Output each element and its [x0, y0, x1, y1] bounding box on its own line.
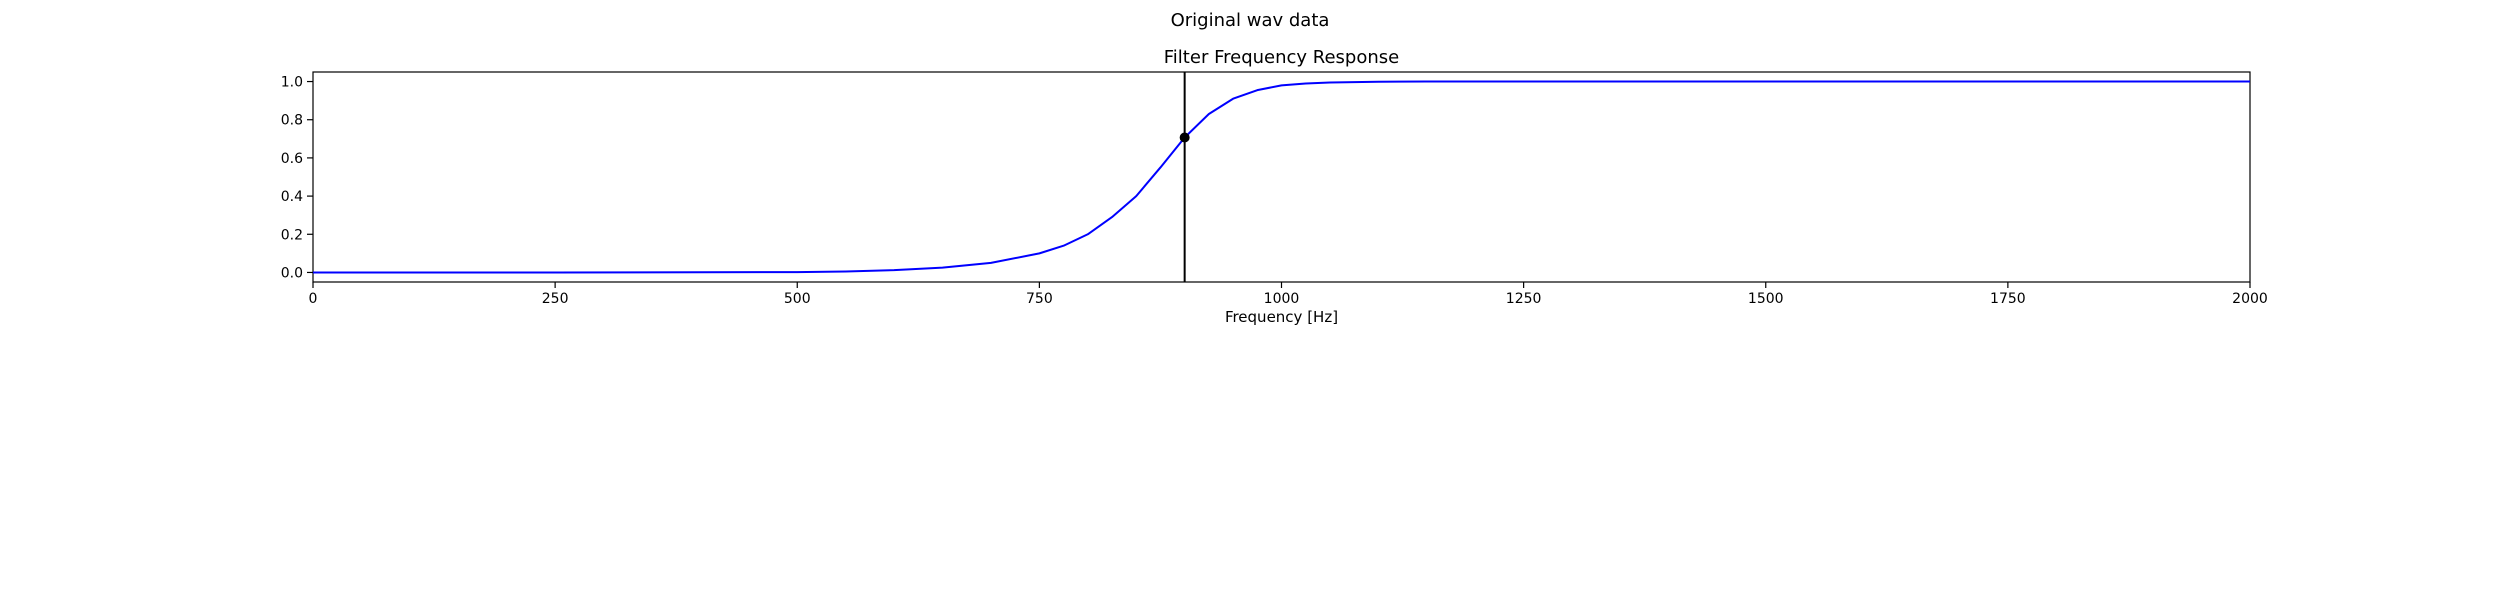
- y-axis-ticks: 0.0 0.2 0.4 0.6 0.8 1.0: [281, 75, 313, 281]
- x-tick-label: 0: [309, 291, 318, 307]
- x-tick-label: 250: [542, 291, 569, 307]
- x-tick-label: 1250: [1506, 291, 1542, 307]
- plot-content: [313, 72, 2250, 282]
- figure-suptitle: Original wav data: [1171, 10, 1330, 31]
- y-tick-label: 0.6: [281, 151, 303, 167]
- x-tick-label: 1000: [1264, 291, 1300, 307]
- x-axis-ticks: 0 250 500 750 1000 1250 1500 1750 2000: [309, 282, 2268, 307]
- y-tick-label: 1.0: [281, 75, 303, 91]
- y-tick-label: 0.2: [281, 227, 303, 243]
- y-tick-label: 0.0: [281, 265, 303, 281]
- series-line: [313, 80, 2250, 274]
- x-tick-label: 1750: [1990, 291, 2026, 307]
- x-tick-label: 2000: [2232, 291, 2268, 307]
- x-tick-label: 1500: [1748, 291, 1784, 307]
- x-axis-label: Frequency [Hz]: [1225, 308, 1338, 326]
- cutoff-point: [1179, 132, 1190, 143]
- x-tick-label: 500: [784, 291, 811, 307]
- x-tick-label: 750: [1026, 291, 1053, 307]
- plot-axes: 0 250 500 750 1000 1250 1500 1750 2000 0.0 0.2 0.4…: [281, 71, 2268, 307]
- chart-title: Filter Frequency Response: [1164, 47, 1399, 68]
- y-tick-label: 0.4: [281, 189, 303, 205]
- plot-frame: [312, 71, 2251, 283]
- y-tick-label: 0.8: [281, 113, 303, 129]
